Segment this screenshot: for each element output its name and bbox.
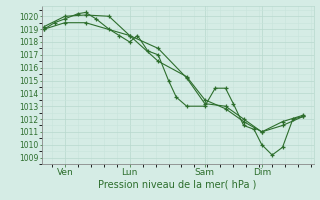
X-axis label: Pression niveau de la mer( hPa ): Pression niveau de la mer( hPa ) [99, 180, 257, 190]
